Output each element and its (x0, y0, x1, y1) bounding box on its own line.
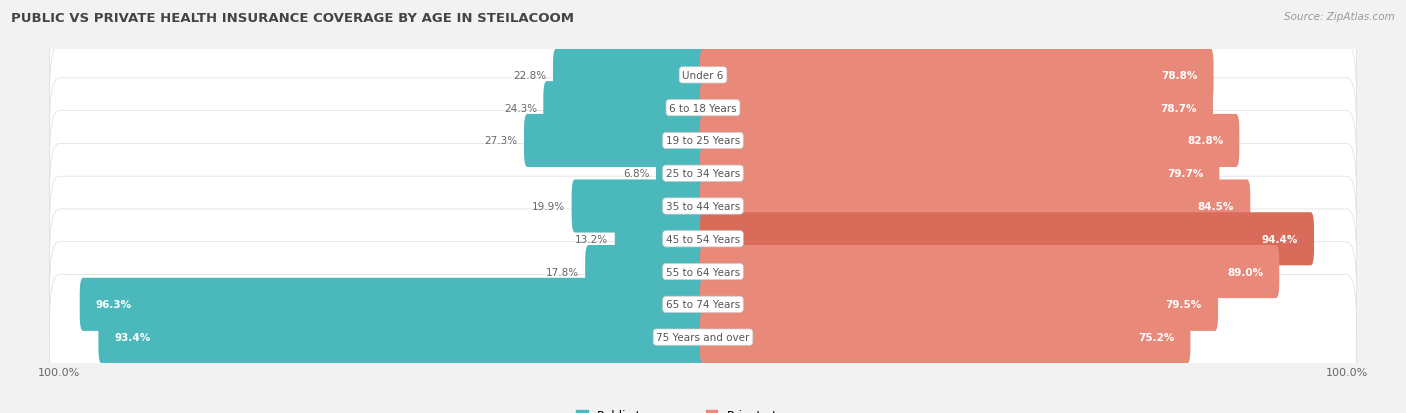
Text: 84.5%: 84.5% (1198, 202, 1234, 211)
FancyBboxPatch shape (80, 278, 706, 331)
Text: 6.8%: 6.8% (623, 169, 650, 179)
Text: 96.3%: 96.3% (96, 299, 132, 310)
Text: 65 to 74 Years: 65 to 74 Years (666, 299, 740, 310)
Text: 17.8%: 17.8% (546, 267, 579, 277)
FancyBboxPatch shape (614, 213, 706, 266)
Text: 19.9%: 19.9% (531, 202, 565, 211)
Text: 19 to 25 Years: 19 to 25 Years (666, 136, 740, 146)
Text: 79.5%: 79.5% (1166, 299, 1202, 310)
FancyBboxPatch shape (700, 245, 1279, 298)
Text: 75.2%: 75.2% (1137, 332, 1174, 342)
FancyBboxPatch shape (49, 112, 1357, 236)
Text: 78.8%: 78.8% (1161, 71, 1198, 81)
FancyBboxPatch shape (49, 177, 1357, 301)
Text: 22.8%: 22.8% (513, 71, 547, 81)
Text: Source: ZipAtlas.com: Source: ZipAtlas.com (1284, 12, 1395, 22)
FancyBboxPatch shape (49, 78, 1357, 204)
FancyBboxPatch shape (49, 242, 1357, 367)
Text: 25 to 34 Years: 25 to 34 Years (666, 169, 740, 179)
FancyBboxPatch shape (543, 82, 706, 135)
Text: 89.0%: 89.0% (1227, 267, 1263, 277)
Text: PUBLIC VS PRIVATE HEALTH INSURANCE COVERAGE BY AGE IN STEILACOOM: PUBLIC VS PRIVATE HEALTH INSURANCE COVER… (11, 12, 574, 25)
FancyBboxPatch shape (657, 147, 706, 200)
Text: 93.4%: 93.4% (114, 332, 150, 342)
Text: 75 Years and over: 75 Years and over (657, 332, 749, 342)
Text: 24.3%: 24.3% (503, 103, 537, 114)
Text: 45 to 54 Years: 45 to 54 Years (666, 234, 740, 244)
FancyBboxPatch shape (98, 311, 706, 364)
Text: 78.7%: 78.7% (1160, 103, 1197, 114)
FancyBboxPatch shape (700, 147, 1219, 200)
FancyBboxPatch shape (700, 115, 1239, 168)
Text: 55 to 64 Years: 55 to 64 Years (666, 267, 740, 277)
FancyBboxPatch shape (524, 115, 706, 168)
Text: 94.4%: 94.4% (1261, 234, 1298, 244)
Text: 82.8%: 82.8% (1187, 136, 1223, 146)
FancyBboxPatch shape (553, 49, 706, 102)
FancyBboxPatch shape (49, 46, 1357, 171)
FancyBboxPatch shape (572, 180, 706, 233)
Text: 35 to 44 Years: 35 to 44 Years (666, 202, 740, 211)
Legend: Public Insurance, Private Insurance: Public Insurance, Private Insurance (571, 404, 835, 413)
FancyBboxPatch shape (700, 213, 1315, 266)
FancyBboxPatch shape (49, 275, 1357, 400)
FancyBboxPatch shape (700, 311, 1191, 364)
Text: 6 to 18 Years: 6 to 18 Years (669, 103, 737, 114)
FancyBboxPatch shape (49, 209, 1357, 335)
FancyBboxPatch shape (49, 13, 1357, 138)
FancyBboxPatch shape (585, 245, 706, 298)
FancyBboxPatch shape (700, 49, 1213, 102)
FancyBboxPatch shape (700, 82, 1213, 135)
Text: 79.7%: 79.7% (1167, 169, 1204, 179)
Text: Under 6: Under 6 (682, 71, 724, 81)
Text: 13.2%: 13.2% (575, 234, 609, 244)
FancyBboxPatch shape (700, 278, 1218, 331)
Text: 27.3%: 27.3% (485, 136, 517, 146)
FancyBboxPatch shape (49, 144, 1357, 269)
FancyBboxPatch shape (700, 180, 1250, 233)
